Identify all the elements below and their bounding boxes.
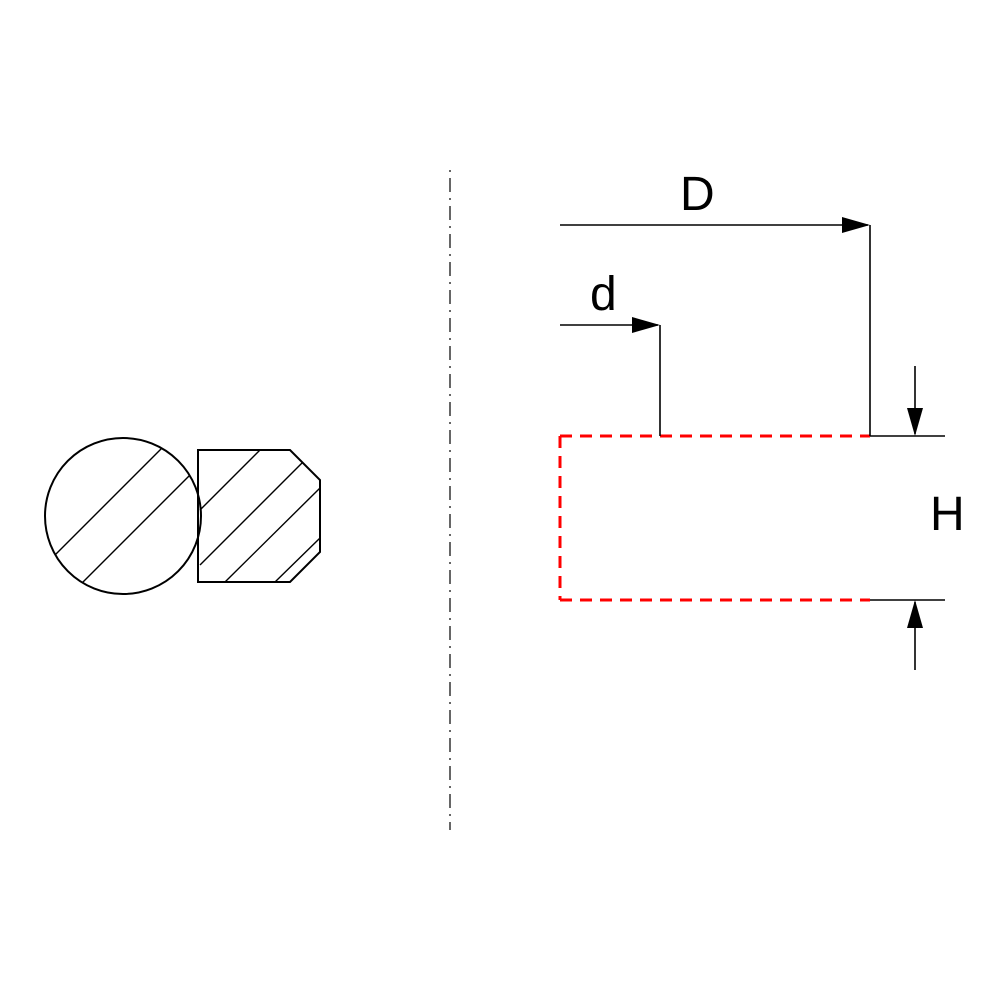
hatch-line [200,450,260,510]
technical-drawing: D d H [0,0,1000,1000]
oring-cross-section [45,438,201,594]
hatch-line [225,488,320,582]
hatch-line [75,465,200,590]
dimension-D-label: D [680,168,715,221]
dimension-D-arrowhead [842,217,870,233]
hatch-circle [55,440,200,590]
dimension-H-label: H [930,488,965,541]
backup-ring-cross-section [198,450,320,582]
dimension-d-label: d [590,268,617,321]
dimension-d: d [560,268,660,436]
housing-groove [560,436,870,600]
dimension-H-arrow-top [907,408,923,436]
hatch-hex [200,450,320,582]
hatch-line [200,450,315,565]
dimension-H-arrow-bot [907,600,923,628]
dimension-d-arrowhead [632,317,660,333]
dimension-H: H [870,366,965,670]
